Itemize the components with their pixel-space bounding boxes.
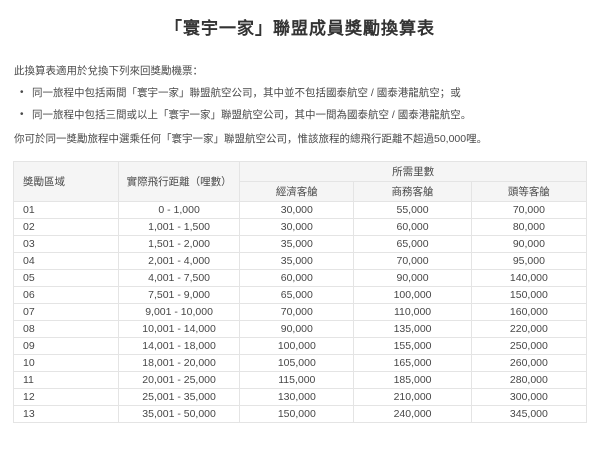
zone-cell: 06	[13, 286, 119, 304]
distance-cell: 18,001 - 20,000	[117, 354, 241, 372]
first-cell: 250,000	[470, 337, 588, 355]
business-cell: 185,000	[353, 371, 472, 389]
economy-cell: 100,000	[239, 337, 355, 355]
table-row: 09 14,001 - 18,000 100,000 155,000 250,000	[13, 337, 588, 355]
header-miles-required: 所需里數	[239, 161, 587, 182]
first-cell: 260,000	[470, 354, 588, 372]
zone-cell: 03	[13, 235, 119, 253]
distance-cell: 10,001 - 14,000	[117, 320, 241, 338]
business-cell: 155,000	[353, 337, 472, 355]
zone-cell: 08	[13, 320, 119, 338]
business-cell: 240,000	[353, 405, 472, 423]
first-cell: 95,000	[470, 252, 588, 270]
first-cell: 345,000	[470, 405, 588, 423]
table-row: 12 25,001 - 35,000 130,000 210,000 300,000	[13, 388, 588, 406]
economy-cell: 90,000	[239, 320, 355, 338]
distance-cell: 2,001 - 4,000	[117, 252, 241, 270]
first-cell: 280,000	[470, 371, 588, 389]
page: 「寰宇一家」聯盟成員獎勵換算表 此換算表適用於兌換下列來回獎勵機票： • 同一旅…	[0, 14, 600, 455]
distance-cell: 1,501 - 2,000	[117, 235, 241, 253]
table-row: 06 7,501 - 9,000 65,000 100,000 150,000	[13, 286, 588, 304]
business-cell: 65,000	[353, 235, 472, 253]
bullet-text: 同一旅程中包括三間或以上「寰宇一家」聯盟航空公司，其中一間為國泰航空 / 國泰港…	[32, 109, 472, 121]
distance-cell: 20,001 - 25,000	[117, 371, 241, 389]
distance-cell: 7,501 - 9,000	[117, 286, 241, 304]
business-cell: 70,000	[353, 252, 472, 270]
table-body: 01 0 - 1,000 30,000 55,000 70,000 02 1,001 - 1…	[13, 201, 588, 423]
first-cell: 220,000	[470, 320, 588, 338]
economy-cell: 65,000	[239, 286, 355, 304]
zone-cell: 12	[13, 388, 119, 406]
table-row: 10 18,001 - 20,000 105,000 165,000 260,000	[13, 354, 588, 372]
economy-cell: 115,000	[239, 371, 355, 389]
business-cell: 55,000	[353, 201, 472, 219]
economy-cell: 30,000	[239, 218, 355, 236]
header-first: 頭等客艙	[470, 181, 588, 202]
first-cell: 80,000	[470, 218, 588, 236]
table-row: 08 10,001 - 14,000 90,000 135,000 220,000	[13, 320, 588, 338]
table-header: 獎勵區域 實際飛行距離（哩數） 所需里數 經濟客艙 商務客艙 頭等客艙	[13, 161, 588, 202]
economy-cell: 150,000	[239, 405, 355, 423]
first-cell: 70,000	[470, 201, 588, 219]
economy-cell: 35,000	[239, 235, 355, 253]
distance-cell: 14,001 - 18,000	[117, 337, 241, 355]
business-cell: 135,000	[353, 320, 472, 338]
economy-cell: 60,000	[239, 269, 355, 287]
header-distance: 實際飛行距離（哩數）	[117, 161, 241, 202]
bullet-text: 同一旅程中包括兩間「寰宇一家」聯盟航空公司，其中並不包括國泰航空 / 國泰港龍航…	[32, 87, 461, 99]
business-cell: 60,000	[353, 218, 472, 236]
note-text: 你可於同一獎勵旅程中選乘任何「寰宇一家」聯盟航空公司，惟該旅程的總飛行距離不超過…	[14, 133, 488, 145]
table-row: 04 2,001 - 4,000 35,000 70,000 95,000	[13, 252, 588, 270]
intro-text: 此換算表適用於兌換下列來回獎勵機票：	[14, 65, 203, 77]
business-cell: 210,000	[353, 388, 472, 406]
bullet-icon: •	[20, 109, 24, 120]
business-cell: 100,000	[353, 286, 472, 304]
zone-cell: 13	[13, 405, 119, 423]
bullet-icon: •	[20, 87, 24, 98]
table-row: 13 35,001 - 50,000 150,000 240,000 345,000	[13, 405, 588, 423]
first-cell: 150,000	[470, 286, 588, 304]
header-economy: 經濟客艙	[239, 181, 355, 202]
first-cell: 140,000	[470, 269, 588, 287]
zone-cell: 04	[13, 252, 119, 270]
economy-cell: 105,000	[239, 354, 355, 372]
first-cell: 300,000	[470, 388, 588, 406]
page-title: 「寰宇一家」聯盟成員獎勵換算表	[165, 19, 435, 38]
list-item: • 同一旅程中包括三間或以上「寰宇一家」聯盟航空公司，其中一間為國泰航空 / 國…	[20, 108, 586, 122]
business-cell: 110,000	[353, 303, 472, 321]
bullet-list: • 同一旅程中包括兩間「寰宇一家」聯盟航空公司，其中並不包括國泰航空 / 國泰港…	[20, 86, 586, 122]
distance-cell: 0 - 1,000	[117, 201, 241, 219]
distance-cell: 1,001 - 1,500	[117, 218, 241, 236]
award-conversion-table: 獎勵區域 實際飛行距離（哩數） 所需里數 經濟客艙 商務客艙 頭等客艙 01 0 …	[13, 161, 588, 423]
economy-cell: 30,000	[239, 201, 355, 219]
zone-cell: 10	[13, 354, 119, 372]
zone-cell: 09	[13, 337, 119, 355]
header-business: 商務客艙	[353, 181, 472, 202]
distance-cell: 25,001 - 35,000	[117, 388, 241, 406]
list-item: • 同一旅程中包括兩間「寰宇一家」聯盟航空公司，其中並不包括國泰航空 / 國泰港…	[20, 86, 586, 100]
distance-cell: 35,001 - 50,000	[117, 405, 241, 423]
zone-cell: 01	[13, 201, 119, 219]
business-cell: 165,000	[353, 354, 472, 372]
zone-cell: 07	[13, 303, 119, 321]
business-cell: 90,000	[353, 269, 472, 287]
table-row: 05 4,001 - 7,500 60,000 90,000 140,000	[13, 269, 588, 287]
table-row: 02 1,001 - 1,500 30,000 60,000 80,000	[13, 218, 588, 236]
first-cell: 160,000	[470, 303, 588, 321]
table-row: 03 1,501 - 2,000 35,000 65,000 90,000	[13, 235, 588, 253]
economy-cell: 70,000	[239, 303, 355, 321]
zone-cell: 11	[13, 371, 119, 389]
distance-cell: 4,001 - 7,500	[117, 269, 241, 287]
zone-cell: 02	[13, 218, 119, 236]
table-row: 11 20,001 - 25,000 115,000 185,000 280,000	[13, 371, 588, 389]
zone-cell: 05	[13, 269, 119, 287]
distance-cell: 9,001 - 10,000	[117, 303, 241, 321]
economy-cell: 35,000	[239, 252, 355, 270]
header-zone: 獎勵區域	[13, 161, 119, 202]
table-row: 01 0 - 1,000 30,000 55,000 70,000	[13, 201, 588, 219]
first-cell: 90,000	[470, 235, 588, 253]
table-row: 07 9,001 - 10,000 70,000 110,000 160,000	[13, 303, 588, 321]
economy-cell: 130,000	[239, 388, 355, 406]
